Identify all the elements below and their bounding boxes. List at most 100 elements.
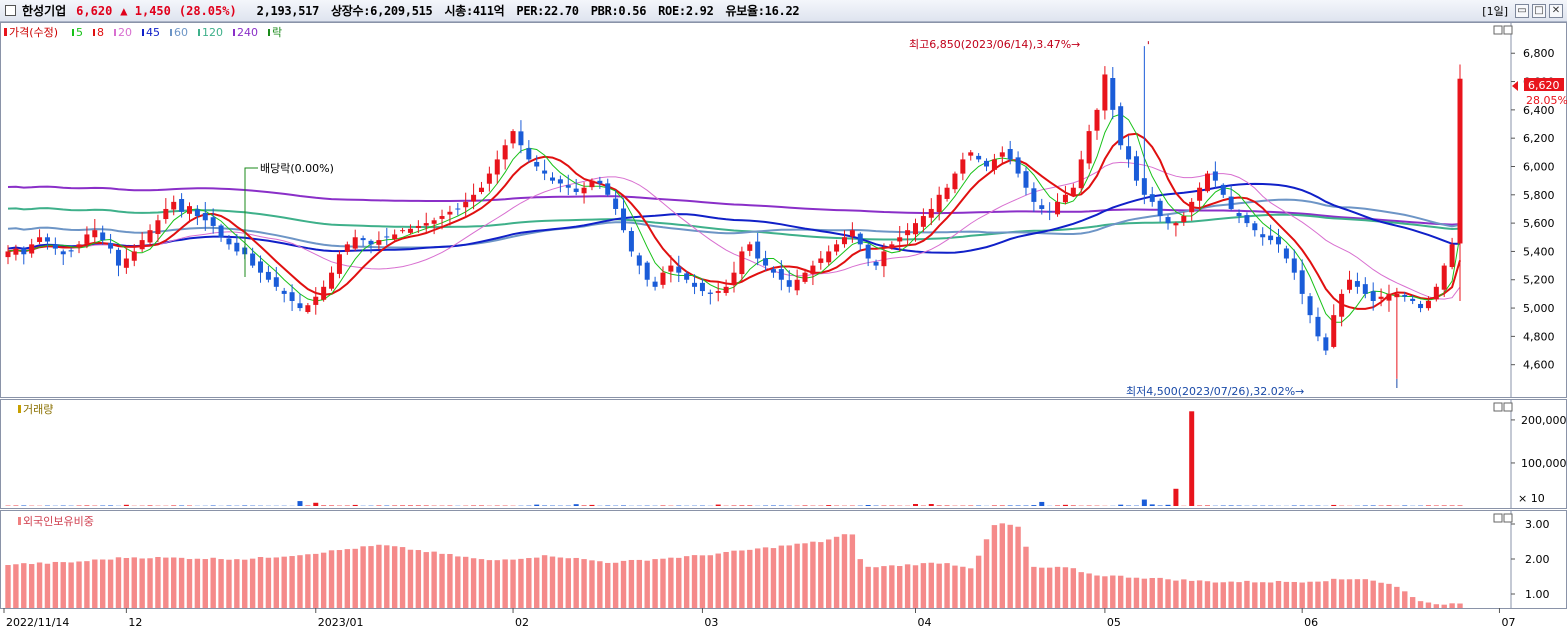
candle-body bbox=[628, 231, 634, 252]
candle-body bbox=[692, 282, 698, 287]
foreign-ratio-bar bbox=[1125, 577, 1132, 608]
candle-body bbox=[518, 131, 524, 146]
foreign-ratio-bar bbox=[1378, 582, 1384, 608]
period-selector[interactable]: [1일] bbox=[1482, 5, 1508, 18]
volume-bar bbox=[991, 505, 997, 506]
foreign-ratio-bar bbox=[612, 562, 619, 608]
legend-ma-6: 240 bbox=[237, 26, 258, 39]
foreign-ratio-bar bbox=[218, 559, 224, 608]
candle-body bbox=[1276, 236, 1281, 245]
candle-body bbox=[1339, 293, 1345, 317]
candle-body bbox=[210, 217, 216, 226]
price-tick-label: 6,000 bbox=[1523, 160, 1555, 173]
legend-ma-marker bbox=[93, 29, 95, 36]
volume-bars bbox=[5, 411, 1463, 506]
foreign-ratio-bar bbox=[968, 568, 974, 608]
close-icon[interactable]: ✕ bbox=[1549, 4, 1563, 18]
foreign-ratio-bar bbox=[1007, 524, 1013, 608]
foreign-ratio-bar bbox=[873, 567, 879, 608]
ma-240-line bbox=[7, 185, 1461, 226]
foreign-ratio-bar bbox=[391, 546, 398, 608]
candle-body bbox=[581, 187, 587, 194]
candle-body bbox=[5, 251, 11, 258]
foreign-ratio-bar bbox=[273, 557, 280, 608]
panel-restore-icon bbox=[1493, 25, 1503, 35]
date-tick-label: 12 bbox=[128, 616, 142, 629]
foreign-ratio-bar bbox=[739, 550, 745, 608]
candle-body bbox=[423, 223, 429, 226]
candle-body bbox=[1141, 178, 1147, 195]
foreign-ratio-bar bbox=[76, 561, 82, 608]
maximize-icon[interactable]: □ bbox=[1532, 4, 1546, 18]
panel-close-icon bbox=[1503, 25, 1513, 35]
foreign-ratio-bar bbox=[1409, 597, 1416, 608]
volume-bar bbox=[715, 504, 721, 506]
volume-bar bbox=[407, 505, 413, 506]
foreign-ratio-bar bbox=[889, 565, 895, 608]
candle-body bbox=[976, 155, 982, 160]
foreign-ratio-bar bbox=[1078, 572, 1084, 608]
volume-bar bbox=[621, 505, 627, 506]
foreign-ratio-bar bbox=[399, 547, 406, 608]
foreign-ratio-bar bbox=[407, 549, 414, 608]
candle-body bbox=[557, 179, 563, 184]
candle-body bbox=[265, 271, 271, 280]
candle-body bbox=[1102, 74, 1108, 111]
candle-body bbox=[455, 208, 461, 210]
candle-body bbox=[92, 230, 98, 238]
candle-body bbox=[21, 248, 27, 255]
candle-body bbox=[139, 240, 145, 250]
volume-bar bbox=[1425, 505, 1431, 506]
foreign-ratio-bar bbox=[249, 558, 256, 608]
volume-bar bbox=[1228, 505, 1234, 506]
candle-body bbox=[1173, 223, 1179, 226]
candle-body bbox=[368, 240, 374, 245]
candle-body bbox=[494, 159, 500, 175]
candle-body bbox=[1149, 194, 1155, 202]
foreign-ratio-bar bbox=[1417, 601, 1424, 608]
foreign-ratio-bar bbox=[431, 551, 437, 608]
foreign-ratio-bar bbox=[478, 559, 485, 608]
volume-bar bbox=[581, 505, 587, 506]
candle-body bbox=[13, 248, 19, 255]
legend-ma-7: 락 bbox=[272, 26, 282, 39]
foreign-ratio-bar bbox=[975, 555, 982, 608]
foreign-ratio-bar bbox=[1023, 546, 1029, 608]
foreign-ratio-bar bbox=[589, 560, 595, 608]
foreign-ratio-bar bbox=[368, 546, 374, 608]
panel-checkbox[interactable] bbox=[5, 5, 16, 16]
candle-body bbox=[707, 292, 713, 294]
candle-body bbox=[100, 232, 106, 241]
price-tick-label: 6,400 bbox=[1523, 104, 1555, 117]
foreign-ratio-bar bbox=[865, 566, 871, 608]
candle-body bbox=[999, 152, 1005, 157]
foreign-ratio-bar bbox=[257, 557, 264, 608]
price-tick-label: 6,200 bbox=[1523, 132, 1555, 145]
candle-body bbox=[668, 265, 674, 272]
foreign-ratio-bar bbox=[691, 555, 698, 608]
foreign-ratio-bar bbox=[1031, 566, 1037, 608]
volume-bar bbox=[865, 505, 871, 506]
foreign-ratio-bar bbox=[794, 543, 800, 608]
candle-body bbox=[478, 187, 484, 193]
foreign-ratio-bar bbox=[944, 563, 950, 608]
candle-body bbox=[1031, 188, 1037, 202]
foreign-ratio-bar bbox=[802, 543, 808, 608]
foreign-ratio-bar bbox=[541, 555, 548, 608]
foreign-ratio-bar bbox=[991, 525, 998, 608]
candle-body bbox=[360, 238, 366, 241]
foreign-ratio-bar bbox=[573, 557, 579, 608]
candle-body bbox=[715, 291, 721, 293]
price-tick-label: 6,800 bbox=[1523, 47, 1555, 60]
candle-body bbox=[857, 233, 863, 245]
candle-body bbox=[605, 183, 611, 195]
restore-icon[interactable]: ▭ bbox=[1515, 4, 1529, 18]
candle-body bbox=[305, 305, 311, 312]
legend-price: 가격(수정) bbox=[9, 26, 58, 39]
ma-20-line bbox=[7, 161, 1461, 300]
candle-body bbox=[37, 237, 43, 242]
legend-marker bbox=[4, 28, 7, 36]
volume-legend-label: 거래량 bbox=[23, 403, 53, 416]
candle-body bbox=[952, 173, 958, 190]
candle-body bbox=[991, 159, 997, 170]
